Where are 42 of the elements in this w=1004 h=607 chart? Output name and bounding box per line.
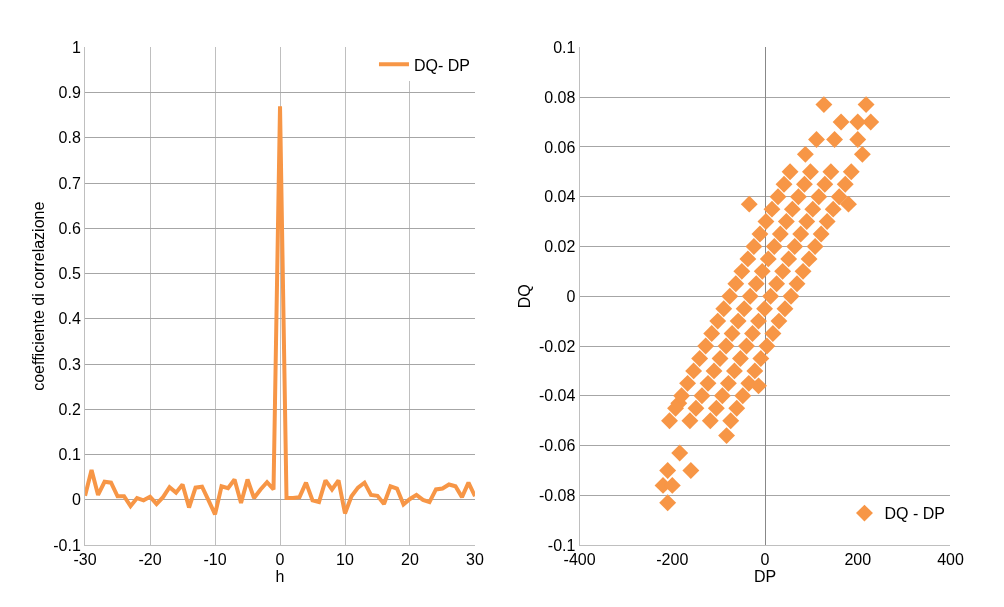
y-tick-label: 1 <box>71 38 81 56</box>
x-tick-label: 0 <box>760 551 770 569</box>
y-tick-label: -0.1 <box>53 536 81 554</box>
x-tick-label: 400 <box>937 551 964 569</box>
y-tick-label: 0.3 <box>58 355 81 373</box>
y-tick-label: 0.8 <box>58 129 81 147</box>
x-tick-label: -10 <box>203 551 227 569</box>
y-tick-label: 0.04 <box>544 188 576 206</box>
x-tick-label: 30 <box>466 551 484 569</box>
y-tick-label: 0.5 <box>58 265 81 283</box>
y-tick-label: 0 <box>71 491 81 509</box>
x-tick-label: 10 <box>336 551 354 569</box>
x-axis-title: h <box>275 568 285 586</box>
x-tick-label: 20 <box>401 551 419 569</box>
legend-label: DQ - DP <box>884 505 945 523</box>
x-tick-label: -200 <box>656 551 689 569</box>
y-tick-label: 0.06 <box>544 138 576 156</box>
x-tick-label: 200 <box>844 551 872 569</box>
y-tick-label: 0.7 <box>58 174 81 192</box>
legend-label: DQ- DP <box>413 56 470 74</box>
y-tick-label: 0.6 <box>58 219 81 237</box>
line-series <box>85 104 475 517</box>
y-tick-label: 0.02 <box>544 238 576 256</box>
y-tick-label: 0 <box>566 287 576 305</box>
x-axis-title: DP <box>753 568 777 586</box>
x-tick-label: -20 <box>138 551 162 569</box>
y-axis-title: DQ <box>515 284 533 309</box>
x-tick-label: -400 <box>563 551 596 569</box>
y-tick-label: 0.9 <box>58 84 81 102</box>
y-tick-label: 0.08 <box>544 88 576 106</box>
x-tick-label: 0 <box>275 551 285 569</box>
y-tick-label: -0.1 <box>547 536 576 554</box>
y-tick-label: 0.1 <box>553 38 576 56</box>
y-tick-label: -0.06 <box>538 437 576 455</box>
y-tick-label: 0.4 <box>58 310 81 328</box>
y-tick-label: 0.1 <box>58 446 81 464</box>
y-tick-label: -0.02 <box>538 337 576 355</box>
y-tick-label: -0.08 <box>538 486 576 504</box>
y-tick-label: -0.04 <box>538 387 576 405</box>
y-axis-title: coefficiente di correlazione <box>30 201 48 391</box>
x-tick-label: -30 <box>73 551 97 569</box>
y-tick-label: 0.2 <box>58 400 81 418</box>
